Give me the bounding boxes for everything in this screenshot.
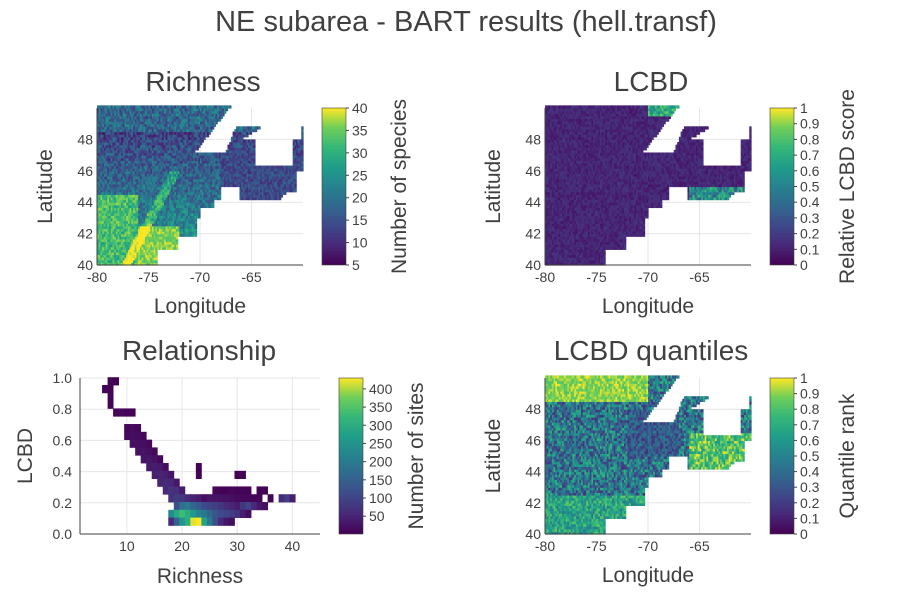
colorbar-label: Number of species (388, 99, 411, 274)
figure-title: NE subarea - BART results (hell.transf) (215, 6, 717, 38)
panel-title: Richness (145, 66, 260, 97)
colorbar-tick-label: 30 (352, 145, 368, 161)
colorbar-tick-label: 20 (352, 190, 368, 206)
colorbar-tick-label: 5 (352, 257, 360, 273)
colorbar-gradient (322, 108, 346, 265)
x-tick-label: -70 (190, 269, 210, 285)
colorbar-tick-label: 10 (352, 235, 368, 251)
colorbar-tick-label: 35 (352, 122, 368, 138)
panel-richness: -80-75-70-654042444648LongitudeLatitudeR… (34, 66, 411, 318)
x-tick-label: -65 (241, 269, 261, 285)
colorbar-tick-label: 40 (352, 100, 368, 116)
x-axis-label: Longitude (154, 295, 246, 318)
colorbar-tick-label: 25 (352, 167, 368, 183)
y-tick-label: 48 (77, 131, 93, 147)
map-cell (229, 105, 231, 108)
map-cell (253, 139, 255, 142)
colorbar: 5 10 15 20 25 30 35 40 Number of species (322, 99, 411, 274)
panel-lcbd: -80-75-70-654042444648LongitudeLatitudeL… (482, 66, 859, 318)
map-cell (301, 126, 303, 129)
y-tick-label: 42 (77, 226, 93, 242)
colorbar-tick-label: 15 (352, 212, 368, 228)
x-tick-label: -75 (138, 269, 158, 285)
y-tick-label: 40 (77, 257, 93, 273)
y-axis-label: Latitude (34, 149, 57, 224)
y-tick-label: 46 (77, 163, 93, 179)
map-cell (258, 126, 260, 129)
y-tick-label: 44 (77, 194, 93, 210)
